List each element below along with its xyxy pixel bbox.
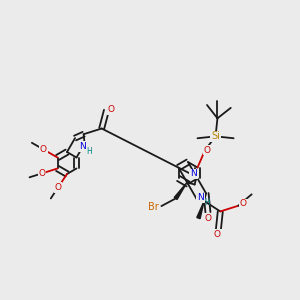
Text: N: N xyxy=(190,169,197,178)
Text: H: H xyxy=(87,147,92,156)
Text: O: O xyxy=(108,105,115,114)
Text: Br: Br xyxy=(148,202,159,212)
Text: O: O xyxy=(39,169,46,178)
Text: O: O xyxy=(240,199,247,208)
Text: N: N xyxy=(79,142,86,151)
Text: O: O xyxy=(55,183,62,192)
Text: H: H xyxy=(205,198,210,207)
Text: O: O xyxy=(205,214,212,223)
Polygon shape xyxy=(174,182,187,200)
Text: O: O xyxy=(204,146,211,154)
Text: Si: Si xyxy=(211,131,220,141)
Text: N: N xyxy=(197,193,204,202)
Polygon shape xyxy=(197,201,204,219)
Text: O: O xyxy=(40,145,47,154)
Text: O: O xyxy=(214,230,221,239)
